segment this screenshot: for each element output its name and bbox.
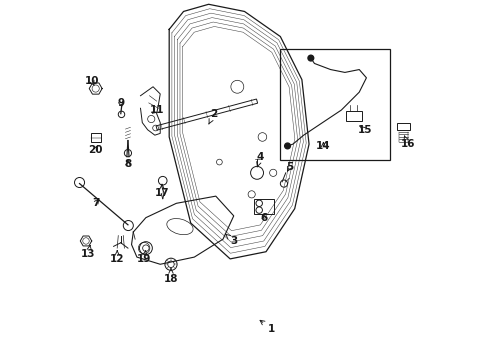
Circle shape (307, 55, 313, 61)
Text: 6: 6 (260, 213, 267, 222)
Bar (345, 111, 361, 121)
Text: 15: 15 (357, 125, 371, 135)
Circle shape (284, 143, 290, 149)
Bar (280, 49, 389, 160)
Text: 14: 14 (315, 141, 330, 151)
Bar (91, 134, 101, 142)
Text: 4: 4 (256, 152, 264, 167)
Text: 8: 8 (124, 159, 131, 169)
Text: 20: 20 (88, 144, 102, 154)
Text: 2: 2 (208, 109, 217, 124)
Text: 18: 18 (163, 268, 178, 284)
Text: 10: 10 (84, 76, 99, 86)
Bar (254, 199, 273, 214)
Text: 1: 1 (260, 320, 274, 334)
Text: 3: 3 (225, 234, 237, 246)
Text: 7: 7 (92, 198, 99, 208)
Text: 13: 13 (81, 246, 96, 258)
Text: 5: 5 (285, 162, 292, 172)
Text: 11: 11 (149, 105, 163, 115)
Text: 19: 19 (137, 251, 151, 264)
Text: 17: 17 (154, 184, 169, 198)
Text: 9: 9 (117, 98, 124, 108)
Text: 16: 16 (400, 136, 414, 149)
Text: 12: 12 (110, 251, 124, 264)
Bar (396, 123, 409, 130)
